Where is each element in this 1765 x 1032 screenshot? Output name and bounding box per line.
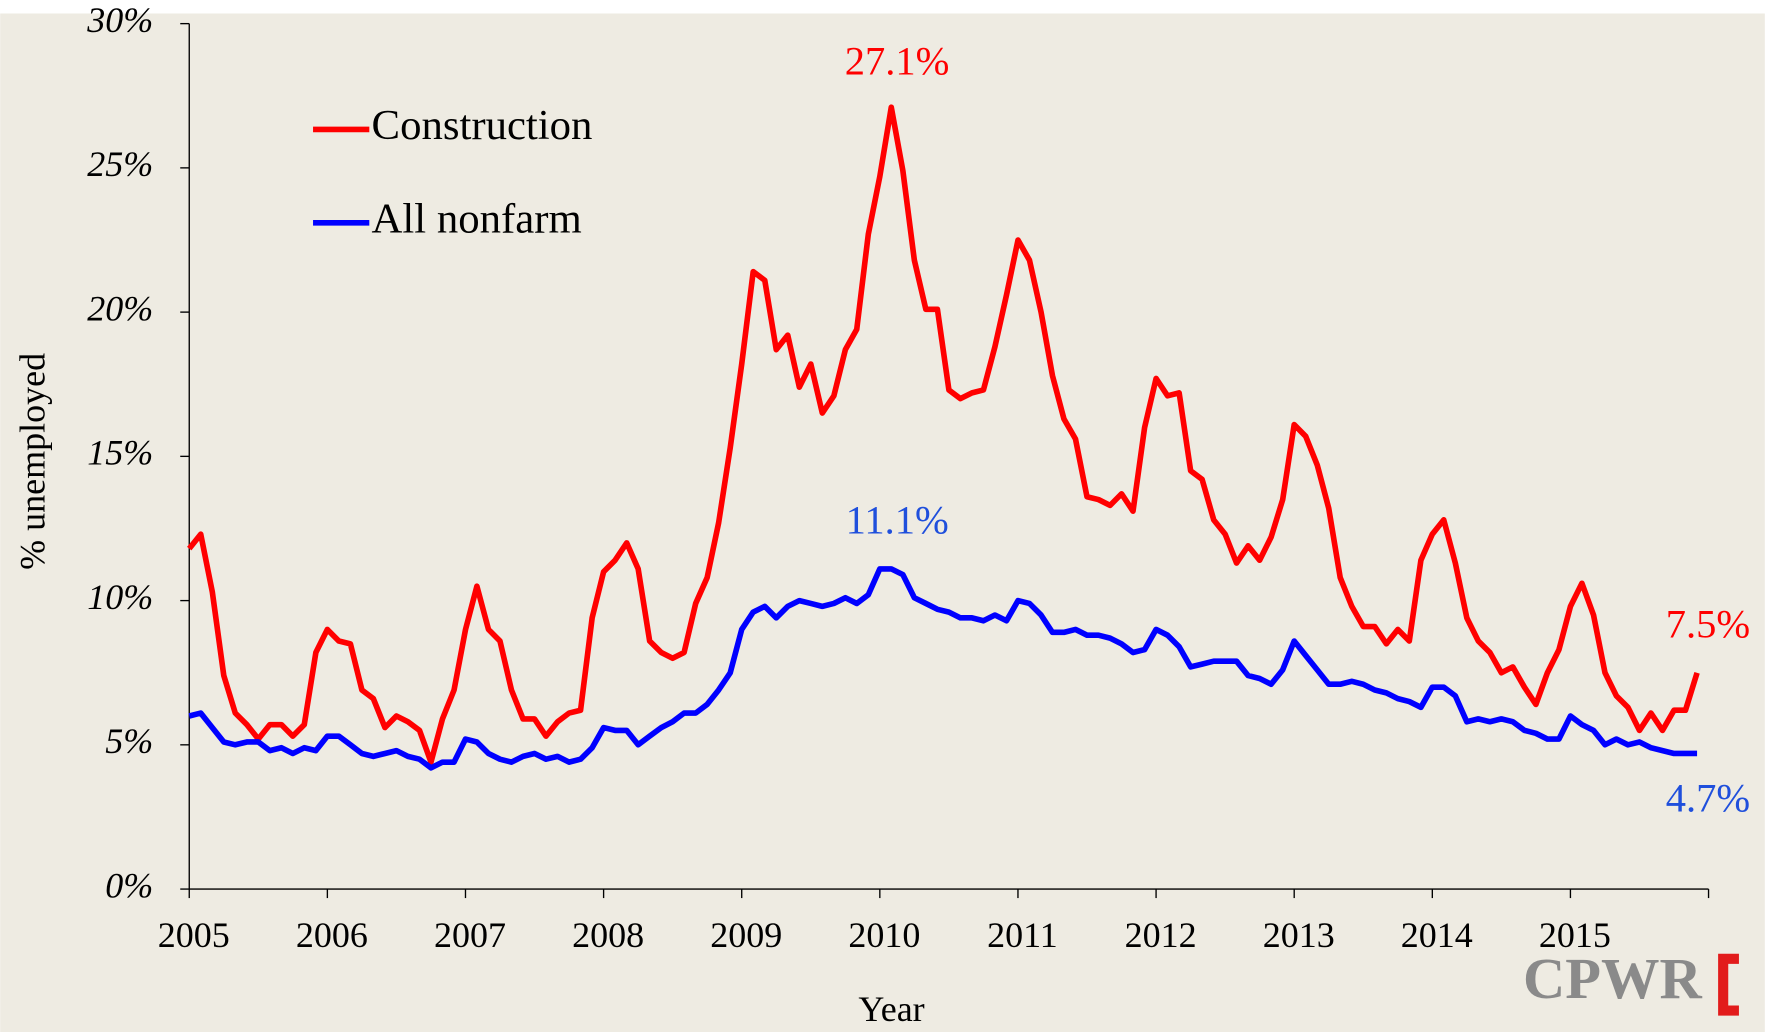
x-tick-label: 2014	[1401, 915, 1473, 955]
x-tick-label: 2005	[158, 915, 230, 955]
x-tick-label: 2013	[1263, 915, 1335, 955]
y-tick-label: 20%	[87, 288, 153, 328]
legend-label: Construction	[372, 102, 593, 149]
x-axis-label: Year	[858, 989, 924, 1029]
x-tick-label: 2009	[710, 915, 782, 955]
x-tick-label: 2008	[572, 915, 644, 955]
series-line	[188, 566, 1698, 771]
x-tick-label: 2006	[296, 915, 368, 955]
y-tick-label: 5%	[105, 721, 153, 761]
y-tick-label: 15%	[87, 433, 153, 473]
x-tick-label: 2012	[1125, 915, 1197, 955]
y-tick-label: 25%	[87, 144, 153, 184]
y-tick-label: 10%	[87, 577, 153, 617]
legend-label: All nonfarm	[372, 196, 582, 243]
plot-background	[0, 13, 1765, 1032]
x-tick-label: 2011	[987, 915, 1058, 955]
x-tick-label: 2007	[434, 915, 506, 955]
annotation: 4.7%	[1666, 776, 1750, 821]
y-axis-label: % unemployed	[12, 353, 52, 570]
annotation: 11.1%	[846, 498, 949, 543]
logo-bracket	[1718, 953, 1739, 1016]
series-line	[187, 104, 1700, 765]
annotation: 7.5%	[1666, 601, 1750, 646]
annotation: 27.1%	[845, 39, 950, 84]
logo: CPWR	[1523, 946, 1703, 1011]
y-tick-label: 30%	[86, 0, 153, 40]
x-tick-label: 2010	[848, 915, 920, 955]
y-tick-label: 0%	[105, 865, 153, 905]
x-tick-label: 2015	[1539, 915, 1611, 955]
